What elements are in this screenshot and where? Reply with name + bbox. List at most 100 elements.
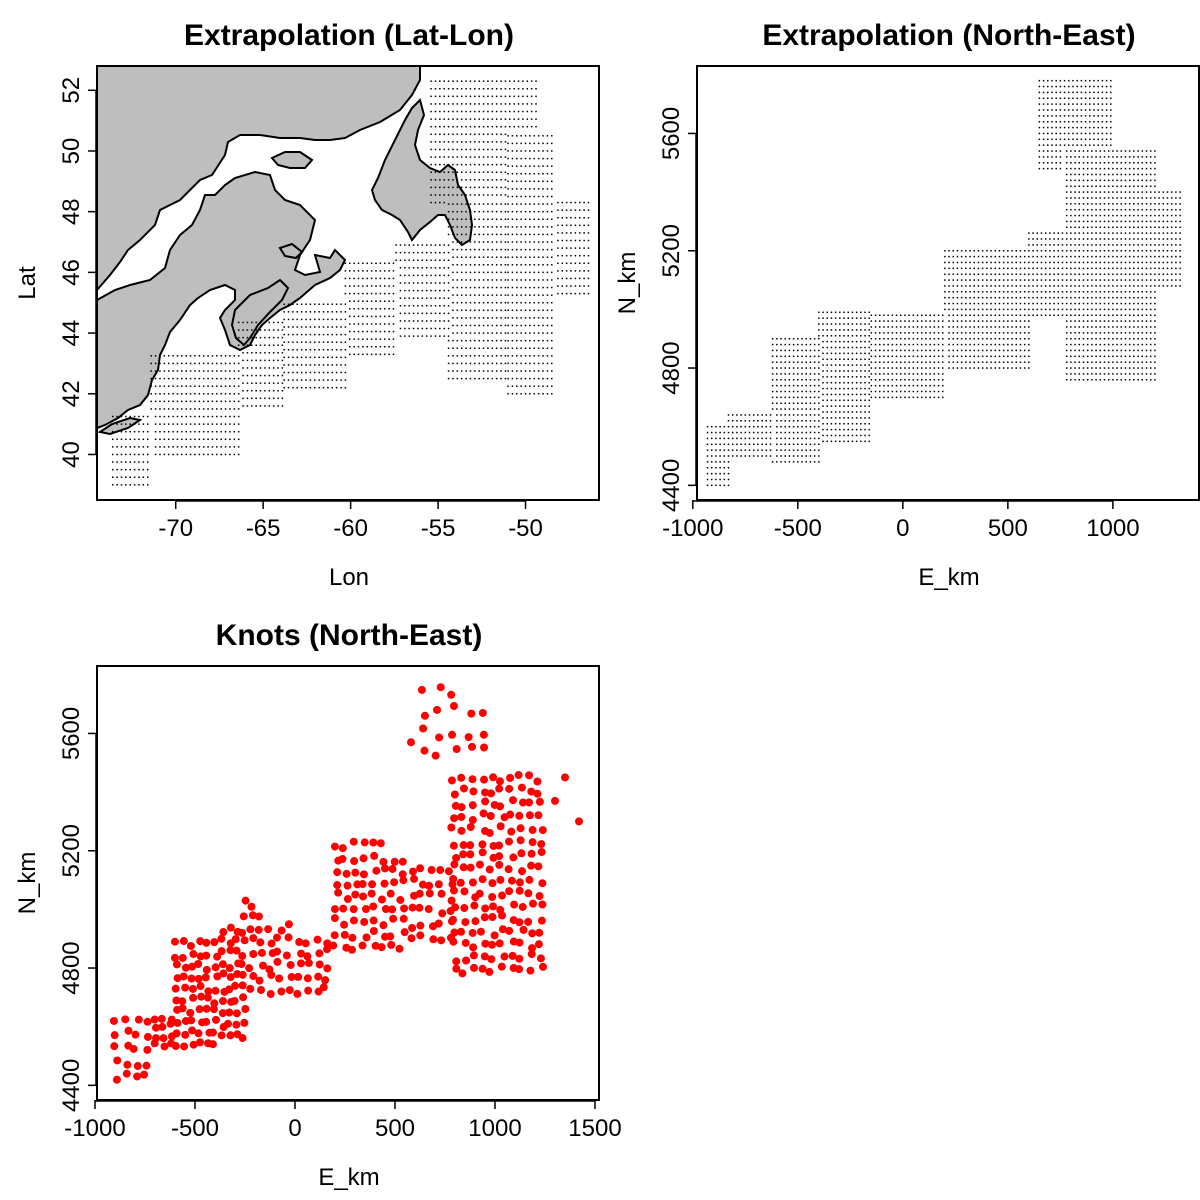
extrapolation-point (1166, 279, 1169, 281)
extrapolation-point (1082, 314, 1085, 317)
extrapolation-point (574, 209, 577, 211)
extrapolation-point (344, 277, 347, 280)
extrapolation-point (1049, 255, 1051, 258)
extrapolation-point (551, 210, 553, 213)
extrapolation-point (551, 370, 553, 372)
extrapolation-point (322, 379, 325, 381)
extrapolation-point (977, 279, 980, 281)
extrapolation-point (1166, 261, 1169, 264)
extrapolation-point (1080, 144, 1083, 146)
extrapolation-point (780, 402, 782, 404)
extrapolation-point (1078, 185, 1081, 187)
extrapolation-point (874, 337, 877, 340)
extrapolation-point (1089, 144, 1091, 146)
extrapolation-point (513, 88, 515, 90)
extrapolation-point (904, 379, 906, 381)
extrapolation-point (537, 218, 540, 221)
extrapolation-point (1032, 302, 1034, 305)
extrapolation-point (870, 320, 873, 322)
extrapolation-point (1086, 179, 1089, 182)
extrapolation-point (452, 88, 454, 90)
extrapolation-point (546, 226, 549, 228)
extrapolation-point (1028, 273, 1030, 275)
extrapolation-point (287, 371, 290, 374)
extrapolation-point (904, 367, 906, 369)
extrapolation-point (460, 186, 463, 189)
extrapolation-point (1063, 85, 1066, 88)
extrapolation-point (1053, 291, 1055, 293)
extrapolation-point (973, 291, 976, 293)
extrapolation-point (1145, 349, 1148, 352)
extrapolation-point (491, 88, 494, 90)
extrapolation-point (452, 233, 454, 236)
extrapolation-point (447, 218, 450, 221)
knot-point (110, 1031, 119, 1040)
extrapolation-point (277, 336, 279, 339)
extrapolation-point (1137, 279, 1139, 281)
extrapolation-point (948, 337, 950, 340)
extrapolation-point (460, 332, 463, 334)
knot-point (211, 1015, 220, 1024)
extrapolation-point (1019, 249, 1022, 252)
extrapolation-point (399, 289, 402, 292)
extrapolation-point (1091, 332, 1093, 334)
extrapolation-point (491, 163, 494, 166)
extrapolation-point (1091, 156, 1093, 158)
extrapolation-point (847, 358, 849, 360)
extrapolation-point (579, 247, 581, 249)
extrapolation-point (1007, 296, 1009, 299)
extrapolation-point (327, 318, 329, 321)
extrapolation-point (383, 345, 386, 348)
extrapolation-point (818, 420, 820, 422)
extrapolation-point (388, 338, 390, 340)
extrapolation-point (941, 337, 944, 340)
extrapolation-point (765, 449, 768, 451)
extrapolation-point (434, 125, 437, 128)
extrapolation-point (434, 156, 437, 158)
extrapolation-point (452, 226, 454, 228)
extrapolation-point (1011, 314, 1013, 317)
extrapolation-point (1028, 279, 1030, 281)
extrapolation-point (1032, 267, 1034, 270)
extrapolation-point (255, 389, 257, 392)
extrapolation-point (1019, 337, 1022, 340)
extrapolation-point (516, 377, 518, 380)
extrapolation-point (516, 256, 518, 258)
extrapolation-point (469, 95, 472, 98)
extrapolation-point (1038, 138, 1041, 141)
extrapolation-point (1137, 238, 1139, 240)
extrapolation-point (1040, 261, 1043, 264)
extrapolation-point (784, 455, 786, 457)
extrapolation-point (392, 338, 395, 340)
extrapolation-point (176, 385, 179, 387)
extrapolation-point (788, 337, 791, 340)
extrapolation-point (447, 362, 450, 365)
extrapolation-point (792, 355, 795, 358)
extrapolation-point (1107, 232, 1110, 234)
extrapolation-point (327, 356, 329, 359)
extrapolation-point (1084, 120, 1087, 123)
extrapolation-point (933, 320, 936, 322)
extrapolation-point (516, 233, 518, 236)
extrapolation-point (813, 396, 816, 399)
extrapolation-point (805, 390, 807, 393)
extrapolation-point (583, 247, 585, 249)
extrapolation-point (443, 133, 445, 136)
extrapolation-point (826, 387, 828, 390)
extrapolation-point (216, 370, 218, 372)
extrapolation-point (129, 430, 131, 433)
extrapolation-point (507, 301, 509, 304)
extrapolation-point (331, 303, 334, 305)
extrapolation-point (1070, 285, 1072, 287)
extrapolation-point (855, 405, 858, 407)
extrapolation-point (1095, 214, 1097, 217)
extrapolation-point (421, 335, 424, 337)
extrapolation-point (731, 431, 734, 434)
extrapolation-point (916, 343, 919, 346)
extrapolation-point (322, 333, 325, 336)
extrapolation-point (1086, 150, 1089, 152)
extrapolation-point (287, 356, 290, 359)
extrapolation-point (220, 370, 222, 372)
extrapolation-point (818, 311, 820, 314)
extrapolation-point (1116, 162, 1118, 164)
